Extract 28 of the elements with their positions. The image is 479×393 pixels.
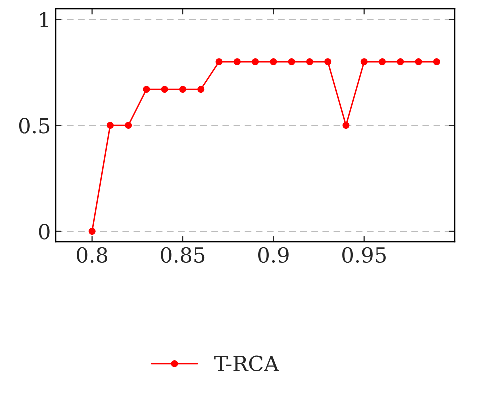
point [106,122,114,130]
point [125,122,132,130]
point [397,58,404,66]
point [180,86,186,94]
point [234,58,241,66]
x-tick-label: 0.9 [258,247,289,264]
point [306,58,314,66]
x-tick-label: 0.95 [342,247,386,264]
y-tick-label: 1 [40,12,48,28]
point [379,58,386,66]
y-tick-label: 0.5 [19,118,50,134]
point [161,86,168,94]
point [88,228,96,235]
point [360,58,368,66]
legend-label: T-RCA [214,356,280,372]
point [433,58,440,66]
point [288,58,296,66]
x-tick-label: 0.8 [77,247,108,264]
point [198,86,205,94]
point [270,58,278,66]
point [216,58,223,66]
point [342,122,350,130]
y-tick-label: 0 [39,224,50,240]
point [415,58,422,66]
point [143,86,150,94]
x-tick-label: 0.85 [161,247,205,264]
point [252,58,260,66]
point [324,58,332,66]
